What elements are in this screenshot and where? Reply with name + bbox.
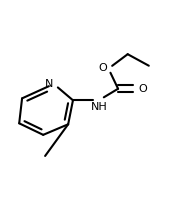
Text: N: N — [44, 79, 53, 89]
Text: NH: NH — [90, 102, 107, 112]
Text: O: O — [98, 63, 107, 73]
Text: O: O — [138, 84, 147, 94]
